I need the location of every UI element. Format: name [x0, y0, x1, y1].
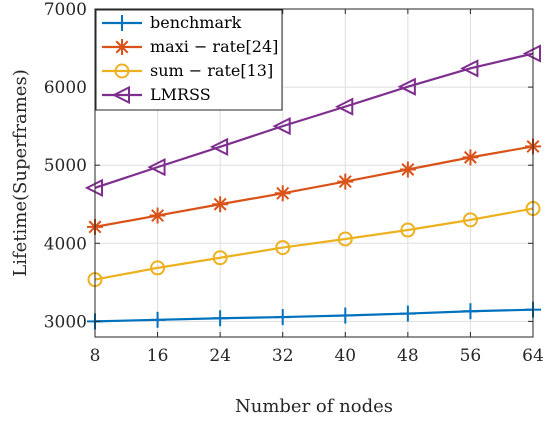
data-point: [274, 309, 291, 326]
x-tick-label: 64: [522, 346, 544, 366]
legend-box: [95, 9, 283, 111]
data-point: [337, 307, 354, 324]
data-point: [212, 196, 229, 213]
data-point: [147, 158, 166, 177]
data-point: [399, 161, 416, 178]
data-point: [335, 97, 354, 116]
data-point: [114, 63, 130, 79]
x-tick-label: 16: [147, 346, 169, 366]
legend-item: LMRSS: [102, 85, 211, 105]
x-tick-label: 56: [460, 346, 482, 366]
data-point: [150, 260, 166, 276]
series-3: [84, 44, 541, 197]
y-tick-label: 4000: [44, 234, 87, 254]
data-point: [399, 305, 416, 322]
data-point: [275, 240, 291, 256]
x-tick-label: 48: [397, 346, 419, 366]
x-tick-label: 32: [272, 346, 294, 366]
data-point: [337, 231, 353, 247]
data-point: [212, 310, 229, 327]
data-point: [149, 311, 166, 328]
legend-item: maxi − rate[24]: [102, 37, 278, 56]
legend: benchmark maxi − rate[24] sum − rate[13] LM…: [95, 9, 283, 111]
x-tick-label: 8: [90, 346, 101, 366]
legend-label: maxi − rate[24]: [150, 37, 278, 56]
y-tick-label: 5000: [44, 156, 87, 176]
plot-frame: [94, 8, 534, 338]
data-point: [149, 207, 166, 224]
axis-ticks: 8 16 24 32 40 48 56 64 3000 4000 5000 6000 7000: [44, 0, 544, 366]
series-line: [94, 145, 534, 228]
legend-label: benchmark: [150, 13, 242, 32]
legend-label: LMRSS: [150, 85, 211, 104]
series-1: [87, 138, 541, 235]
data-point: [462, 303, 479, 320]
y-tick-label: 7000: [44, 0, 87, 20]
y-axis-title: Lifetime(Superframes): [10, 69, 31, 276]
data-point: [397, 77, 416, 96]
series-layer: [84, 44, 541, 330]
data-point: [111, 85, 130, 105]
data-point: [209, 137, 229, 156]
data-point: [272, 117, 291, 136]
x-tick-label: 24: [209, 346, 231, 366]
y-tick-label: 3000: [44, 312, 87, 332]
data-point: [212, 250, 228, 266]
legend-label: sum − rate[13]: [150, 61, 273, 80]
series-line: [94, 52, 534, 189]
x-tick-label: 40: [334, 346, 356, 366]
data-point: [114, 15, 130, 31]
legend-item: sum − rate[13]: [102, 61, 273, 80]
legend-item: benchmark: [102, 13, 242, 32]
x-axis-title: Number of nodes: [235, 396, 393, 417]
y-tick-label: 6000: [44, 78, 87, 98]
data-point: [337, 173, 354, 190]
series-line: [94, 308, 534, 323]
data-point: [462, 149, 479, 166]
data-point: [400, 222, 416, 238]
series-line: [94, 207, 534, 281]
data-point: [274, 185, 291, 202]
data-point: [462, 212, 478, 228]
data-point: [460, 59, 479, 78]
data-point: [114, 39, 130, 55]
